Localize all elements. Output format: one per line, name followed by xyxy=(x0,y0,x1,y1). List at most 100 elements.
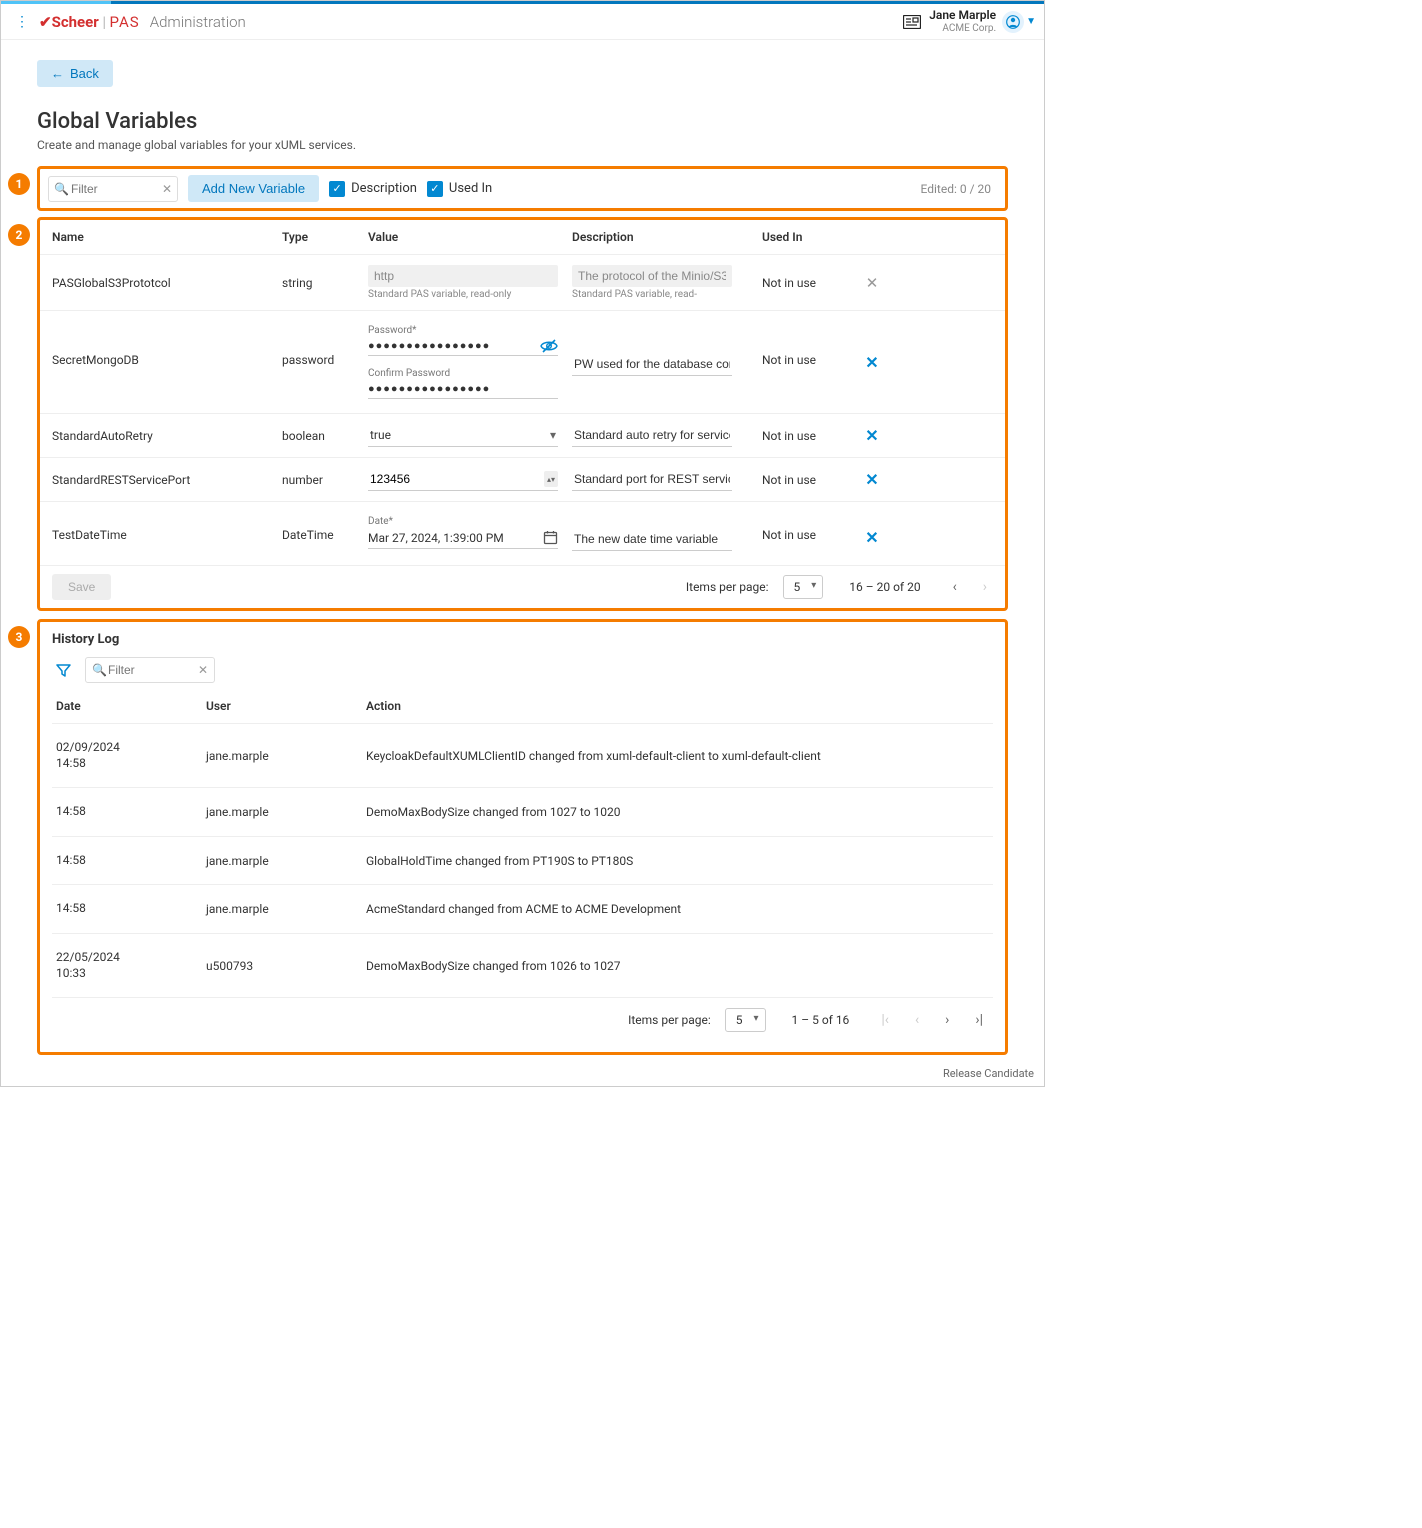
number-input[interactable] xyxy=(368,468,544,490)
arrow-left-icon: ← xyxy=(51,66,64,81)
calendar-icon[interactable] xyxy=(543,530,558,545)
delete-icon[interactable]: ✕ xyxy=(865,353,878,372)
used-in: Not in use xyxy=(762,516,852,542)
delete-icon[interactable]: ✕ xyxy=(865,470,878,489)
user-menu-chevron-icon[interactable]: ▼ xyxy=(1026,16,1036,27)
id-card-icon[interactable] xyxy=(895,15,929,29)
desc-input[interactable] xyxy=(572,353,732,376)
history-row: 14:58jane.marpleDemoMaxBodySize changed … xyxy=(52,788,993,837)
table-row: SecretMongoDB password Password* ●●●●●●●… xyxy=(40,311,1005,414)
menu-dots-icon[interactable]: ⋮ xyxy=(9,14,35,30)
var-type: DateTime xyxy=(282,516,362,542)
page-title: Global Variables xyxy=(37,109,1008,134)
col-type[interactable]: Type xyxy=(282,230,362,244)
table-row: StandardAutoRetry boolean true ▾ Not in … xyxy=(40,414,1005,458)
page-first-icon: |‹ xyxy=(875,1012,895,1028)
history-title: History Log xyxy=(52,632,993,647)
checkbox-checked-icon: ✓ xyxy=(427,181,443,197)
filter-funnel-icon[interactable] xyxy=(52,663,75,678)
desc-input[interactable] xyxy=(572,528,732,551)
items-per-page-label: Items per page: xyxy=(628,1013,711,1027)
value-helper: Standard PAS variable, read-only xyxy=(368,289,572,300)
page-prev-icon: ‹ xyxy=(909,1012,925,1028)
search-icon: 🔍 xyxy=(54,182,69,196)
history-user: jane.marple xyxy=(206,749,366,763)
page-last-icon[interactable]: ›| xyxy=(969,1012,989,1028)
history-row: 02/09/2024 14:58jane.marpleKeycloakDefau… xyxy=(52,724,993,788)
number-stepper[interactable]: ▴▾ xyxy=(544,471,558,487)
user-avatar-icon[interactable] xyxy=(1002,11,1024,33)
confirm-password-input[interactable]: ●●●●●●●●●●●●●●●● xyxy=(368,379,558,398)
delete-icon[interactable]: ✕ xyxy=(865,528,878,547)
page-prev-icon[interactable]: ‹ xyxy=(947,579,963,595)
back-label: Back xyxy=(70,66,99,81)
user-info: Jane Marple ACME Corp. xyxy=(929,9,996,33)
desc-input[interactable] xyxy=(572,424,732,447)
var-name: StandardAutoRetry xyxy=(52,429,282,443)
filter-field-wrap: 🔍 ✕ xyxy=(48,176,178,202)
desc-input[interactable] xyxy=(572,468,732,491)
history-action: KeycloakDefaultXUMLClientID changed from… xyxy=(366,749,989,763)
items-per-page-select[interactable]: 5 xyxy=(725,1008,766,1032)
toggle-usedin[interactable]: ✓ Used In xyxy=(427,181,492,197)
brand-block: ✔Scheer | PAS Administration xyxy=(39,13,246,31)
desc-input-readonly xyxy=(572,265,732,287)
boolean-select[interactable]: true ▾ xyxy=(368,424,558,447)
variables-table-section: 2 Name Type Value Description Used In PA… xyxy=(37,217,1008,611)
var-name: StandardRESTServicePort xyxy=(52,473,282,487)
hcol-action[interactable]: Action xyxy=(366,699,989,713)
annotation-badge: 3 xyxy=(8,626,30,648)
vars-table-footer: Save Items per page: 5 16 – 20 of 20 ‹ › xyxy=(40,566,1005,608)
items-per-page-label: Items per page: xyxy=(686,580,769,594)
var-name: PASGlobalS3Prototcol xyxy=(52,276,282,290)
col-description[interactable]: Description xyxy=(572,230,762,244)
var-type: boolean xyxy=(282,429,362,443)
add-variable-button[interactable]: Add New Variable xyxy=(188,175,319,202)
hcol-user[interactable]: User xyxy=(206,699,366,713)
search-icon: 🔍 xyxy=(92,663,107,677)
table-row: TestDateTime DateTime Date* Mar 27, 2024… xyxy=(40,502,1005,566)
user-org: ACME Corp. xyxy=(929,23,996,34)
var-name: TestDateTime xyxy=(52,516,282,542)
clear-icon[interactable]: ✕ xyxy=(162,182,172,196)
col-name[interactable]: Name xyxy=(52,230,282,244)
password-label: Password* xyxy=(368,325,572,336)
window-accent-bar xyxy=(1,1,1044,4)
hcol-date[interactable]: Date xyxy=(56,699,206,713)
history-action: AcmeStandard changed from ACME to ACME D… xyxy=(366,902,989,916)
col-value[interactable]: Value xyxy=(362,230,572,244)
page-next-icon[interactable]: › xyxy=(939,1012,955,1028)
chevron-down-icon: ▾ xyxy=(550,428,556,442)
back-button[interactable]: ← Back xyxy=(37,60,113,87)
desc-helper: Standard PAS variable, read- xyxy=(572,289,762,300)
col-usedin[interactable]: Used In xyxy=(762,230,852,244)
var-type: number xyxy=(282,473,362,487)
page-range: 1 – 5 of 16 xyxy=(792,1013,850,1027)
annotation-badge: 1 xyxy=(8,173,30,195)
clear-icon[interactable]: ✕ xyxy=(198,663,208,677)
delete-icon[interactable]: ✕ xyxy=(866,274,879,292)
history-row: 14:58jane.marpleAcmeStandard changed fro… xyxy=(52,885,993,934)
items-per-page-select[interactable]: 5 xyxy=(783,575,824,599)
datetime-value[interactable]: Mar 27, 2024, 1:39:00 PM xyxy=(368,531,504,545)
history-user: jane.marple xyxy=(206,854,366,868)
history-row: 22/05/2024 10:33u500793DemoMaxBodySize c… xyxy=(52,934,993,998)
var-type: password xyxy=(282,325,362,367)
brand-logo: ✔Scheer | PAS xyxy=(39,13,140,31)
password-input[interactable]: ●●●●●●●●●●●●●●●● xyxy=(368,336,540,355)
page-next-icon: › xyxy=(977,579,993,595)
history-date: 14:58 xyxy=(56,853,206,869)
history-table-footer: Items per page: 5 1 – 5 of 16 |‹ ‹ › ›| xyxy=(52,998,993,1042)
save-button[interactable]: Save xyxy=(52,574,111,600)
history-date: 22/05/2024 10:33 xyxy=(56,950,206,981)
visibility-off-icon[interactable] xyxy=(540,339,558,353)
var-type: string xyxy=(282,276,362,290)
history-action: GlobalHoldTime changed from PT190S to PT… xyxy=(366,854,989,868)
page-subtitle: Create and manage global variables for y… xyxy=(37,138,1008,152)
toggle-description[interactable]: ✓ Description xyxy=(329,181,417,197)
delete-icon[interactable]: ✕ xyxy=(865,426,878,445)
checkbox-checked-icon: ✓ xyxy=(329,181,345,197)
toolbar-section: 1 🔍 ✕ Add New Variable ✓ Description ✓ U… xyxy=(37,166,1008,211)
history-action: DemoMaxBodySize changed from 1026 to 102… xyxy=(366,959,989,973)
section-title: Administration xyxy=(150,13,246,31)
